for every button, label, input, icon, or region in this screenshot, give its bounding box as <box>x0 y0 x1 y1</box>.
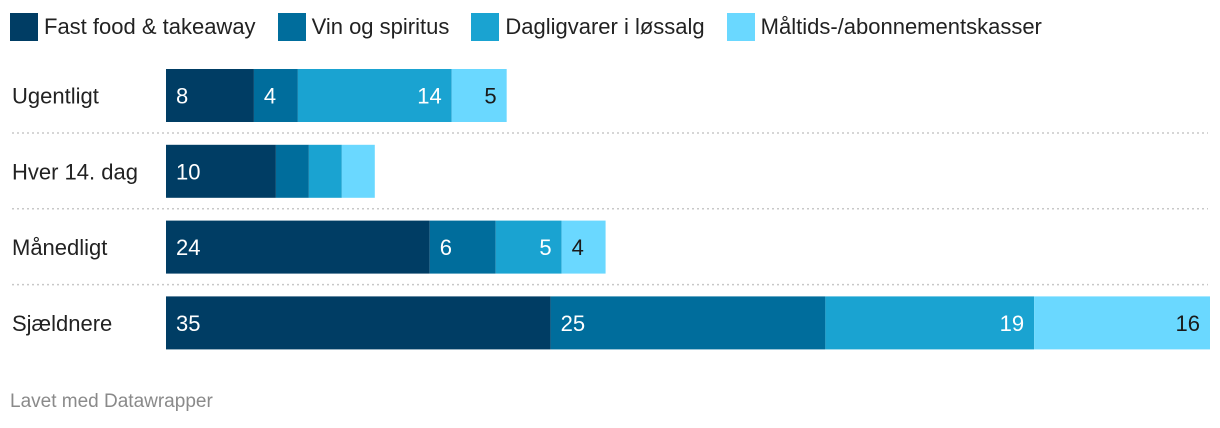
bar-segment <box>253 69 298 122</box>
bar-segment <box>825 296 1035 350</box>
bar-segment <box>275 144 309 198</box>
legend-label: Vin og spiritus <box>311 14 450 39</box>
bar-segment <box>166 69 254 122</box>
category-label: Hver 14. dag <box>12 159 138 184</box>
legend: Fast food & takeaway Vin og spiritus Dag… <box>10 10 1064 44</box>
bar-segment <box>550 296 826 350</box>
data-label: 19 <box>1000 311 1024 336</box>
legend-swatch <box>471 13 500 41</box>
data-label: 24 <box>176 235 200 260</box>
bar-segment <box>429 220 496 274</box>
data-label: 14 <box>417 84 441 109</box>
data-label: 8 <box>176 84 188 109</box>
legend-item-dagligvarer: Dagligvarer i løssalg <box>471 13 705 41</box>
legend-label: Fast food & takeaway <box>44 14 256 39</box>
data-label: 25 <box>561 311 585 336</box>
bar-segment <box>495 220 562 274</box>
data-label: 5 <box>484 84 496 109</box>
legend-label: Måltids-/abonnementskasser <box>760 14 1042 39</box>
data-label: 4 <box>572 235 584 260</box>
data-label: 35 <box>176 311 200 336</box>
credit-footer: Lavet med Datawrapper <box>10 391 213 412</box>
category-label: Månedligt <box>12 235 107 260</box>
legend-swatch <box>277 13 306 41</box>
bar-segment <box>166 296 551 350</box>
bar-segment <box>166 220 430 274</box>
data-label: 10 <box>176 159 200 184</box>
legend-item-vin: Vin og spiritus <box>277 13 450 41</box>
bar-segment <box>308 144 342 198</box>
category-label: Sjældnere <box>12 311 112 336</box>
bar-segment <box>451 69 507 122</box>
legend-item-fast-food: Fast food & takeaway <box>10 13 256 41</box>
bar-segment <box>297 69 452 122</box>
data-label: 6 <box>440 235 452 260</box>
data-label: 5 <box>539 235 551 260</box>
bar-segment <box>1034 296 1210 350</box>
data-label: 16 <box>1176 311 1200 336</box>
legend-swatch <box>726 13 755 41</box>
stacked-bar-chart: Ugentligt 8 4 14 5 Hver 14. dag 10 Månedligt 24 6… <box>12 69 1210 350</box>
bar-segment <box>561 220 606 274</box>
bar-segment <box>341 144 375 198</box>
legend-label: Dagligvarer i løssalg <box>505 14 705 39</box>
bar-segment <box>166 144 276 198</box>
legend-swatch <box>10 13 38 41</box>
data-label: 4 <box>264 84 276 109</box>
category-label: Ugentligt <box>12 84 99 109</box>
legend-item-maaltidskasser: Måltids-/abonnementskasser <box>726 13 1042 41</box>
